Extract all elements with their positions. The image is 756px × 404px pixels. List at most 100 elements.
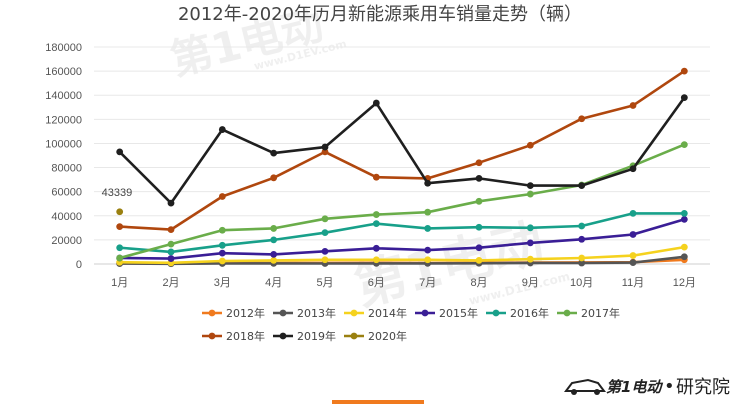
x-tick-label: 11月 (622, 277, 644, 289)
data-point (680, 94, 688, 102)
series-line (119, 218, 685, 260)
data-point (218, 226, 226, 234)
legend-marker (350, 309, 358, 317)
data-point (116, 208, 124, 216)
y-tick-label: 120000 (45, 114, 82, 126)
data-point (680, 243, 688, 251)
data-point (270, 225, 278, 232)
data-point (526, 224, 534, 232)
legend-marker (208, 309, 216, 317)
x-tick-label: 10月 (570, 277, 593, 289)
legend-marker (563, 309, 571, 317)
x-tick-label: 5月 (316, 277, 333, 289)
data-point (218, 193, 226, 200)
data-point (526, 255, 534, 263)
y-axis: 0 20000 40000 60000 80000 100000 120000 140000 1… (45, 42, 82, 271)
data-point (475, 223, 483, 231)
data-point (526, 190, 534, 198)
x-tick-label: 4月 (265, 277, 282, 289)
legend-marker (350, 332, 358, 340)
y-tick-label: 20000 (51, 235, 82, 247)
legend-label: 2013年 (297, 306, 336, 320)
legend-marker (279, 332, 287, 340)
y-tick-label: 100000 (45, 138, 82, 150)
data-point (424, 246, 432, 254)
data-point (424, 225, 432, 232)
data-point (321, 143, 329, 151)
data-point (578, 235, 586, 243)
watermark-group: 第1电动 www.D1EV.com 第1电动 www.D1EV.com (166, 0, 572, 318)
data-point (116, 148, 124, 156)
data-point (321, 256, 329, 264)
series-line (119, 143, 685, 260)
data-label: 43339 (102, 187, 133, 199)
data-point (526, 182, 534, 190)
legend-label: 2019年 (297, 329, 336, 343)
data-point (475, 175, 483, 182)
data-point (475, 197, 483, 205)
data-point (167, 248, 175, 256)
data-point (578, 259, 586, 267)
data-point (680, 67, 688, 75)
series-line (119, 255, 685, 266)
data-point (116, 223, 124, 231)
y-tick-label: 160000 (45, 66, 82, 78)
data-point (372, 256, 380, 264)
data-point (680, 215, 688, 223)
legend-label: 2016年 (510, 306, 549, 320)
data-point (372, 99, 380, 107)
series-lines (116, 67, 688, 268)
data-point (526, 239, 534, 247)
y-tick-label: 0 (76, 259, 82, 271)
data-point (578, 182, 586, 190)
data-point (167, 199, 175, 207)
y-tick-label: 40000 (51, 211, 82, 223)
annotations: 43339 (102, 187, 133, 199)
data-point (629, 231, 637, 238)
y-tick-label: 180000 (45, 42, 82, 54)
data-point (270, 256, 278, 264)
y-tick-label: 80000 (51, 163, 82, 175)
legend-label: 2014年 (368, 306, 407, 320)
x-tick-label: 7月 (419, 277, 436, 289)
data-point (424, 256, 432, 264)
data-point (424, 208, 432, 216)
data-point (167, 226, 175, 234)
legend-marker (492, 309, 500, 317)
data-point (629, 209, 637, 217)
data-point (116, 254, 124, 262)
legend-marker (421, 309, 429, 317)
data-point (270, 149, 278, 157)
x-tick-label: 12月 (673, 277, 696, 289)
data-point (526, 141, 534, 149)
data-point (167, 255, 175, 262)
legend-label: 2020年 (368, 329, 407, 343)
data-point (680, 209, 688, 217)
data-point (680, 253, 688, 261)
legend-label: 2015年 (439, 306, 478, 320)
data-point (629, 102, 637, 109)
data-point (321, 215, 329, 223)
car-icon (564, 378, 606, 395)
data-point (578, 115, 586, 123)
data-point (270, 250, 278, 258)
data-point (475, 244, 483, 252)
data-point (321, 247, 329, 255)
x-tick-label: 2月 (162, 277, 179, 289)
data-point (372, 220, 380, 228)
data-point (218, 249, 226, 257)
legend-label: 2017年 (581, 306, 620, 320)
y-tick-label: 140000 (45, 90, 82, 102)
x-axis: 1月 2月 3月 4月 5月 6月 7月 8月 9月 10月 11月 12月 (111, 277, 696, 289)
x-tick-label: 1月 (111, 277, 128, 289)
data-point (424, 179, 432, 187)
data-point (475, 256, 483, 264)
series-line (118, 96, 686, 205)
legend-label: 2018年 (226, 329, 265, 343)
legend: 2012年 2013年 2014年 2015年 2016年 2017年 2018年 2019年… (202, 306, 620, 343)
data-point (167, 240, 175, 248)
data-point (218, 257, 226, 265)
data-point (578, 222, 586, 230)
